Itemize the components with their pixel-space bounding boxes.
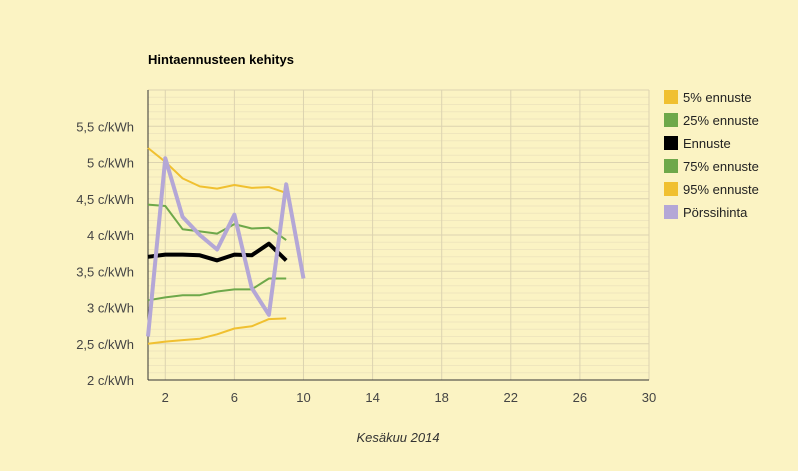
series-line <box>147 277 287 302</box>
x-axis-label: Kesäkuu 2014 <box>356 430 439 445</box>
y-tick-label: 4,5 c/kWh <box>76 192 134 207</box>
y-tick-label: 2 c/kWh <box>87 373 134 388</box>
y-tick-label: 3 c/kWh <box>87 301 134 316</box>
grid <box>148 89 650 381</box>
y-tick-label: 5,5 c/kWh <box>76 119 134 134</box>
legend-label: 75% ennuste <box>683 159 759 174</box>
y-tick-label: 5 c/kWh <box>87 156 134 171</box>
x-tick-label: 30 <box>642 390 656 405</box>
y-tick-labels: 2 c/kWh 2,5 c/kWh 3 c/kWh 3,5 c/kWh 4 c/kWh 4… <box>76 119 134 388</box>
legend-swatch <box>664 136 678 150</box>
legend-swatch <box>664 205 678 219</box>
x-tick-label: 6 <box>231 390 238 405</box>
series-line <box>147 241 288 263</box>
x-tick-label: 18 <box>434 390 448 405</box>
chart-title: Hintaennusteen kehitys <box>148 52 294 67</box>
legend-swatch <box>664 182 678 196</box>
x-tick-label: 26 <box>573 390 587 405</box>
legend: 5% ennuste 25% ennuste Ennuste 75% ennuste 9… <box>664 90 759 220</box>
legend-label: 95% ennuste <box>683 182 759 197</box>
y-tick-label: 2,5 c/kWh <box>76 337 134 352</box>
y-tick-label: 4 c/kWh <box>87 228 134 243</box>
legend-label: 5% ennuste <box>683 90 752 105</box>
x-tick-label: 2 <box>162 390 169 405</box>
y-tick-label: 3,5 c/kWh <box>76 264 134 279</box>
series-line <box>147 203 287 241</box>
x-tick-label: 22 <box>504 390 518 405</box>
legend-swatch <box>664 159 678 173</box>
series-line <box>146 156 306 337</box>
series-line <box>147 317 287 345</box>
legend-swatch <box>664 113 678 127</box>
legend-label: Pörssihinta <box>683 205 748 220</box>
series-lines <box>146 147 306 345</box>
x-tick-label: 14 <box>365 390 379 405</box>
x-tick-label: 10 <box>296 390 310 405</box>
legend-label: Ennuste <box>683 136 731 151</box>
series-line <box>147 147 287 194</box>
legend-label: 25% ennuste <box>683 113 759 128</box>
legend-swatch <box>664 90 678 104</box>
x-tick-labels: 2 6 10 14 18 22 26 30 <box>162 390 657 405</box>
